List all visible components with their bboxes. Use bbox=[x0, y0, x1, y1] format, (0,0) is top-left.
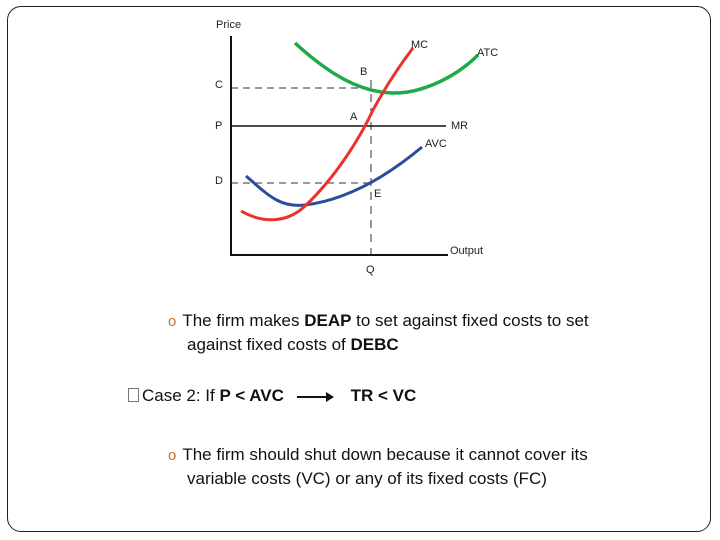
price-level-d: D bbox=[215, 175, 223, 187]
point-label-a: A bbox=[350, 111, 358, 123]
bullet-marker: o bbox=[168, 447, 177, 464]
bullet-1-bold-deap: DEAP bbox=[304, 311, 352, 330]
case-2-condition: P < AVC bbox=[219, 386, 284, 405]
bullet-2-text-b: variable costs (VC) or any of its fixed … bbox=[187, 469, 547, 488]
bullet-1-text-b: to set against fixed costs to set bbox=[351, 311, 589, 330]
avc-label: AVC bbox=[425, 138, 447, 150]
mr-label: MR bbox=[451, 120, 468, 132]
y-axis-label: Price bbox=[216, 19, 241, 31]
arrow-right-icon bbox=[326, 392, 334, 402]
cost-curves-diagram: Price Output C P D B A E Q MC ATC MR AVC bbox=[215, 19, 498, 276]
x-axis-label: Output bbox=[450, 245, 483, 257]
case-2-result: TR < VC bbox=[350, 386, 417, 405]
bullet-2-line-2: variable costs (VC) or any of its fixed … bbox=[187, 466, 547, 491]
bullet-2-line-1: o The firm should shut down because it ca… bbox=[168, 442, 588, 468]
avc-curve bbox=[245, 145, 423, 207]
price-level-p: P bbox=[215, 120, 222, 132]
bullet-1-text-a: The firm makes bbox=[182, 311, 305, 330]
bullet-1-text-c: against fixed costs of bbox=[187, 335, 351, 354]
atc-label: ATC bbox=[477, 47, 498, 59]
bullet-1-line-1: o The firm makes DEAP to set against fixe… bbox=[168, 308, 589, 334]
quantity-label-q: Q bbox=[366, 264, 375, 276]
case-2-line: Case 2: If P < AVC TR < VC bbox=[128, 386, 416, 406]
point-label-b: B bbox=[360, 66, 367, 78]
mc-curve bbox=[240, 47, 415, 222]
point-label-e: E bbox=[374, 188, 381, 200]
mc-label: MC bbox=[411, 39, 428, 51]
bullet-2-text-a: The firm should shut down because it can… bbox=[182, 445, 588, 464]
case-2-label: Case 2: If bbox=[142, 386, 220, 405]
slide-frame bbox=[7, 6, 711, 532]
atc-curve bbox=[293, 41, 480, 95]
bullet-1-line-2: against fixed costs of DEBC bbox=[187, 332, 399, 357]
bullet-marker: o bbox=[168, 313, 177, 330]
bullet-1-bold-debc: DEBC bbox=[350, 335, 399, 354]
bullet-box-icon bbox=[128, 388, 139, 402]
arrow-line bbox=[297, 396, 329, 398]
price-level-c: C bbox=[215, 79, 223, 91]
